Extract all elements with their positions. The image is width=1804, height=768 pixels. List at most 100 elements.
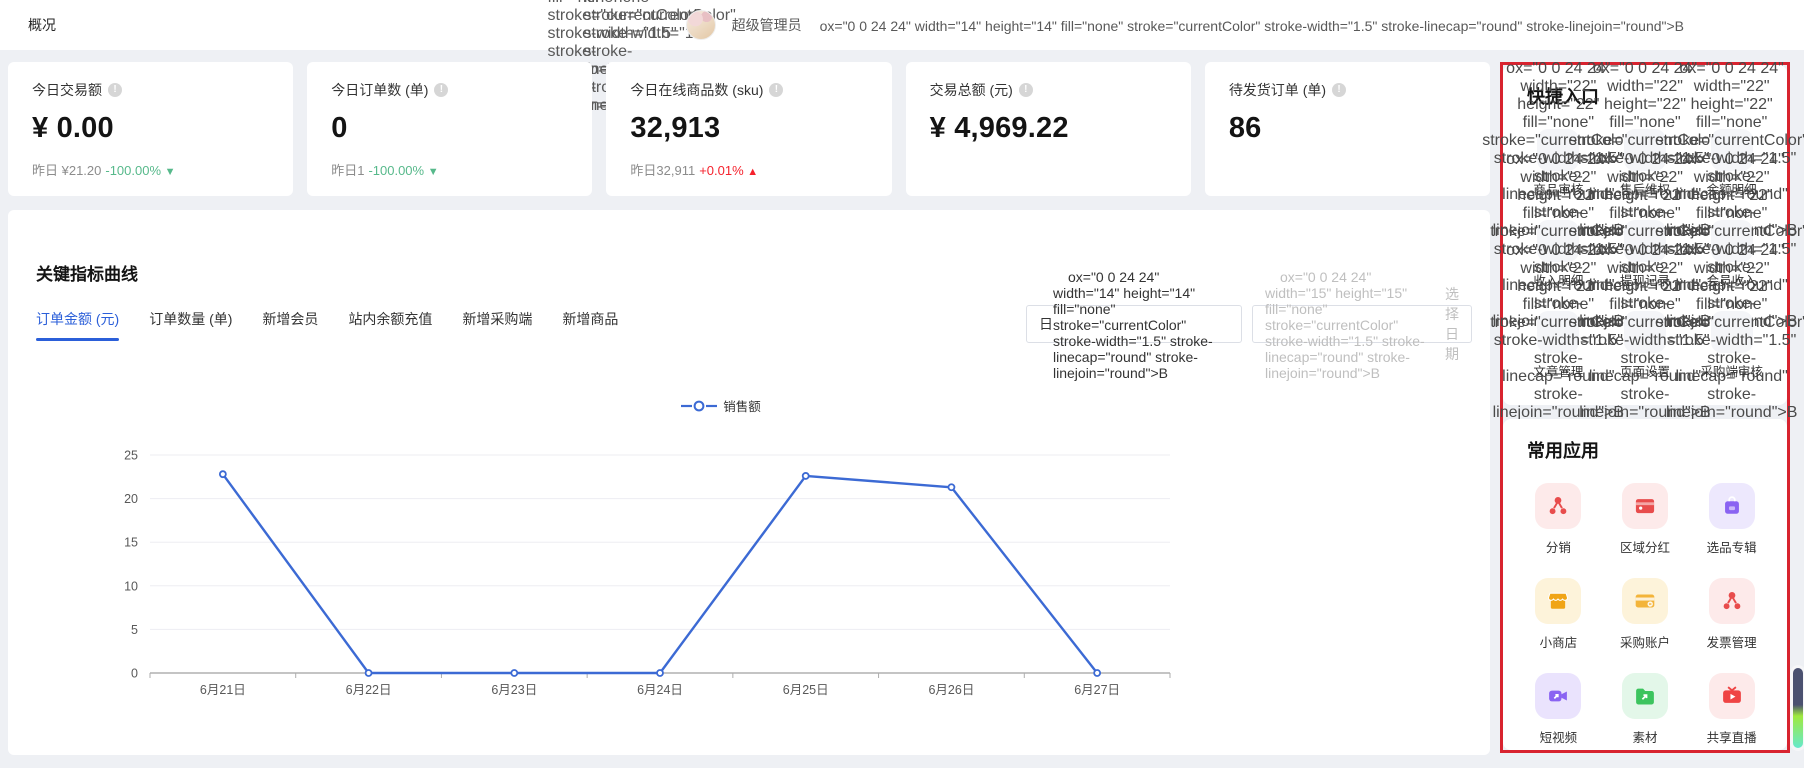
grid-item-8[interactable]: ox="0 0 24 24" width="22" height="22" fi… (1655, 242, 1804, 421)
stat-title: 今日在线商品数 (sku) (630, 82, 764, 98)
svg-text:6月25日: 6月25日 (783, 683, 829, 697)
income-doc-lock-icon: ox="0 0 24 24" width="22" height="22" fi… (1482, 151, 1635, 330)
grid-item-3[interactable]: ox="0 0 24 24" width="22" height="22" fi… (1482, 151, 1635, 330)
trend-down-icon: ▼ (427, 166, 439, 178)
grid-item-2[interactable]: 选品专辑 (1688, 483, 1775, 556)
user-menu[interactable]: 超级管理员 ox="0 0 24 24" width="14" height="… (732, 15, 1684, 35)
grid-item-2[interactable]: ox="0 0 24 24" width="22" height="22" fi… (1656, 60, 1804, 239)
metric-tabs: 订单金额 (元) 订单数量 (单) 新增会员 站内余额充值 新增采购端 新增商品 (36, 309, 1462, 341)
cube-icon: ox="0 0 24 24" width="22" height="22" fi… (1482, 60, 1635, 239)
stat-title: 今日订单数 (单) (331, 82, 429, 98)
info-icon[interactable]: ! (769, 83, 784, 97)
stat-card: 今日订单数 (单)! 0 昨日1 -100.00% ▼ (307, 62, 593, 196)
user-name-label: 超级管理员 (731, 17, 802, 33)
grid-item-5[interactable]: 发票管理 (1688, 578, 1775, 651)
svg-text:6月22日: 6月22日 (346, 683, 392, 697)
tab-metric-1[interactable]: 订单数量 (单) (149, 311, 233, 327)
date-placeholder: 选择日期 (1445, 286, 1459, 362)
yesterday-value: 昨日32,911 (630, 163, 696, 178)
sales-line-chart: 0 5 10 15 20 25 6月21日 6月22日 6月23日 6月24日 6月25日 6月26日… (124, 449, 1171, 697)
grid-item-8[interactable]: 共享直播 (1688, 673, 1775, 746)
grid-item-4[interactable]: ox="0 0 24 24" width="22" height="22" fi… (1569, 151, 1721, 330)
stat-title: 今日交易额 (32, 82, 102, 98)
legend-marker-icon (681, 400, 718, 411)
svg-text:15: 15 (124, 536, 138, 550)
quick-entry-panel: 快捷入口 ox="0 0 24 24" width="22" height="2… (1482, 60, 1804, 421)
bank-card-icon (1621, 578, 1668, 624)
panel-title: 关键指标曲线 (36, 265, 138, 284)
date-picker-input[interactable]: ox="0 0 24 24" width="15" height="15" fi… (1252, 269, 1472, 381)
video-icon (1535, 673, 1582, 719)
grid-item-label: 分销 (1545, 541, 1571, 555)
svg-text:6月21日: 6月21日 (200, 683, 246, 697)
yesterday-value: 昨日1 (331, 163, 365, 178)
grid-item-3[interactable]: 小商店 (1515, 578, 1602, 651)
stat-title: 待发货订单 (单) (1228, 82, 1327, 98)
aftersale-yen-icon: ox="0 0 24 24" width="22" height="22" fi… (1568, 60, 1722, 239)
svg-text:6月23日: 6月23日 (491, 683, 537, 697)
key-metrics-panel: 关键指标曲线 订单金额 (元) 订单数量 (单) 新增会员 站内余额充值 新增采购端 新增… (8, 210, 1490, 755)
grid-item-0[interactable]: ox="0 0 24 24" width="22" height="22" fi… (1482, 60, 1635, 239)
info-icon[interactable]: ! (1018, 83, 1033, 97)
grid-item-7[interactable]: ox="0 0 24 24" width="22" height="22" fi… (1569, 242, 1721, 421)
quick-entry-grid: ox="0 0 24 24" width="22" height="22" fi… (1482, 60, 1804, 421)
stat-delta: -100.00% ▼ (368, 163, 439, 178)
grid-item-label: 收入明细 (1533, 274, 1584, 288)
info-icon[interactable]: ! (434, 83, 449, 97)
period-select[interactable]: 日 ox="0 0 24 24" width="14" height="14" … (1026, 269, 1242, 381)
share-network-icon (1708, 578, 1755, 624)
common-apps-grid: 分销 区域分红 选品专辑小商店 采购账户 发票管理短视频 素材 共享直播 (1503, 463, 1787, 746)
info-icon[interactable]: ! (108, 83, 122, 97)
fullscreen-icon[interactable]: ox="0 0 24 24" width="19" height="19" fi… (583, 0, 736, 114)
grid-item-label: 文章管理 (1533, 365, 1584, 379)
stat-card: 今日在线商品数 (sku)! 32,913 昨日32,911 +0.01% ▲ (606, 62, 892, 196)
grid-item-4[interactable]: 采购账户 (1602, 578, 1689, 651)
grid-item-1[interactable]: ox="0 0 24 24" width="22" height="22" fi… (1568, 60, 1722, 239)
grid-item-label: 页面设置 (1619, 365, 1670, 379)
svg-text:6月26日: 6月26日 (928, 683, 974, 697)
grid-item-0[interactable]: 分销 (1515, 483, 1602, 556)
grid-item-label: 共享直播 (1706, 731, 1757, 745)
stat-value: 86 (1228, 112, 1262, 144)
period-select-value: 日 (1039, 316, 1053, 332)
legend-label: 销售额 (723, 400, 761, 414)
user-avatar[interactable] (685, 10, 716, 40)
calendar-icon: ox="0 0 24 24" width="15" height="15" fi… (1265, 269, 1425, 381)
stats-row: 今日交易额! ¥ 0.00 昨日 ¥21.20 -100.00% ▼ 今日订单数 (单)… (8, 62, 1491, 196)
trend-up-icon: ▲ (747, 166, 759, 178)
grid-item-7[interactable]: 素材 (1602, 673, 1689, 746)
grid-item-label: 采购端审核 (1700, 365, 1763, 379)
tab-metric-0[interactable]: 订单金额 (元) (36, 309, 120, 341)
grid-item-6[interactable]: 短视频 (1515, 673, 1602, 746)
grid-item-label: 小商店 (1539, 636, 1578, 650)
share-network-icon (1535, 483, 1582, 529)
tab-metric-2[interactable]: 新增会员 (262, 311, 319, 327)
scrollbar-thumb[interactable] (1793, 668, 1803, 748)
grid-item-label: 素材 (1632, 731, 1658, 745)
common-apps-title: 常用应用 (1527, 441, 1599, 461)
chart-controls: 日 ox="0 0 24 24" width="14" height="14" … (1026, 269, 1472, 381)
chart-legend[interactable]: 销售额 (8, 396, 1434, 415)
grid-item-label: 短视频 (1539, 731, 1578, 745)
tab-metric-4[interactable]: 新增采购端 (462, 311, 533, 327)
svg-text:0: 0 (131, 667, 138, 681)
yesterday-value: 昨日 ¥21.20 (32, 163, 102, 178)
stat-card: 今日交易额! ¥ 0.00 昨日 ¥21.20 -100.00% ▼ (8, 62, 294, 196)
wallet-icon (1621, 483, 1668, 529)
chevron-down-icon: ox="0 0 24 24" width="14" height="14" fi… (1053, 269, 1213, 381)
stat-value: 32,913 (630, 112, 721, 144)
stat-value: ¥ 0.00 (32, 112, 114, 144)
svg-text:10: 10 (124, 579, 138, 593)
tab-metric-3[interactable]: 站内余额充值 (348, 311, 433, 327)
stat-delta: -100.00% ▼ (105, 163, 176, 178)
main-area: 今日交易额! ¥ 0.00 昨日 ¥21.20 -100.00% ▼ 今日订单数 (单)… (0, 50, 1804, 755)
grid-item-label: 发票管理 (1706, 636, 1757, 650)
purchase-audit-icon: ox="0 0 24 24" width="22" height="22" fi… (1655, 242, 1804, 421)
grid-item-1[interactable]: 区域分红 (1602, 483, 1689, 556)
info-icon[interactable]: ! (1332, 83, 1347, 97)
stat-yesterday: 昨日32,911 +0.01% ▲ (630, 160, 867, 179)
grid-item-6[interactable]: ox="0 0 24 24" width="22" height="22" fi… (1482, 242, 1634, 421)
tab-metric-5[interactable]: 新增商品 (562, 311, 619, 327)
quick-entry-title: 快捷入口 (1527, 87, 1599, 107)
stat-value: 0 (331, 112, 348, 144)
